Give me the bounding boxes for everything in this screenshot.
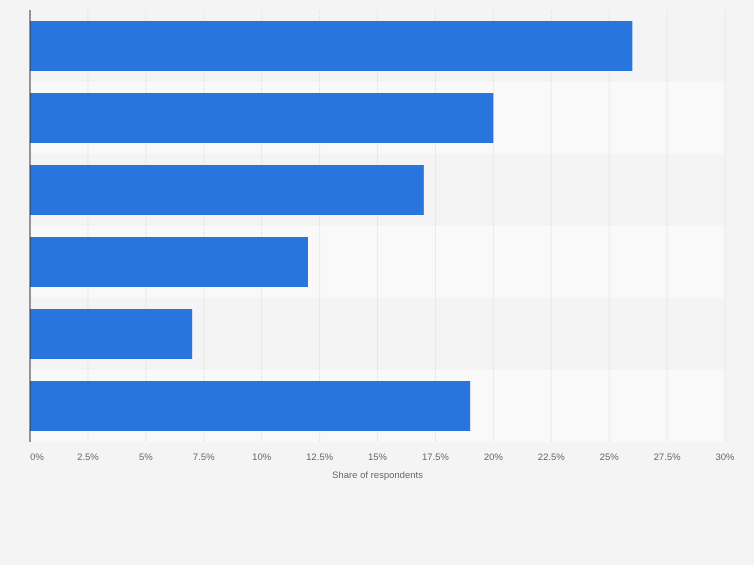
bar[interactable] — [30, 165, 424, 215]
x-tick-label: 17.5% — [422, 452, 449, 463]
x-tick-label: 5% — [139, 452, 153, 463]
bar[interactable] — [30, 381, 471, 431]
x-tick-label: 12.5% — [306, 452, 333, 463]
gridlines — [87, 10, 726, 442]
x-tick-label: 15% — [368, 452, 388, 463]
bar[interactable] — [30, 309, 193, 359]
x-tick-label: 30% — [715, 452, 735, 463]
x-tick-label: 22.5% — [538, 452, 565, 463]
x-tick-label: 25% — [600, 452, 620, 463]
bar[interactable] — [30, 93, 494, 143]
x-axis-ticks: 0% 2.5% 5% 7.5% 10% 12.5% 15% 17.5% 20% 22.5% 25% 2… — [30, 452, 735, 463]
x-tick-label: 0% — [30, 452, 44, 463]
bars-group — [30, 21, 633, 431]
x-tick-label: 20% — [484, 452, 504, 463]
x-tick-label: 2.5% — [77, 452, 99, 463]
x-tick-label: 10% — [252, 452, 272, 463]
x-tick-label: 7.5% — [193, 452, 215, 463]
bar[interactable] — [30, 237, 308, 287]
bar[interactable] — [30, 21, 633, 71]
x-tick-label: 27.5% — [654, 452, 681, 463]
x-axis-title: Share of respondents — [332, 470, 423, 481]
